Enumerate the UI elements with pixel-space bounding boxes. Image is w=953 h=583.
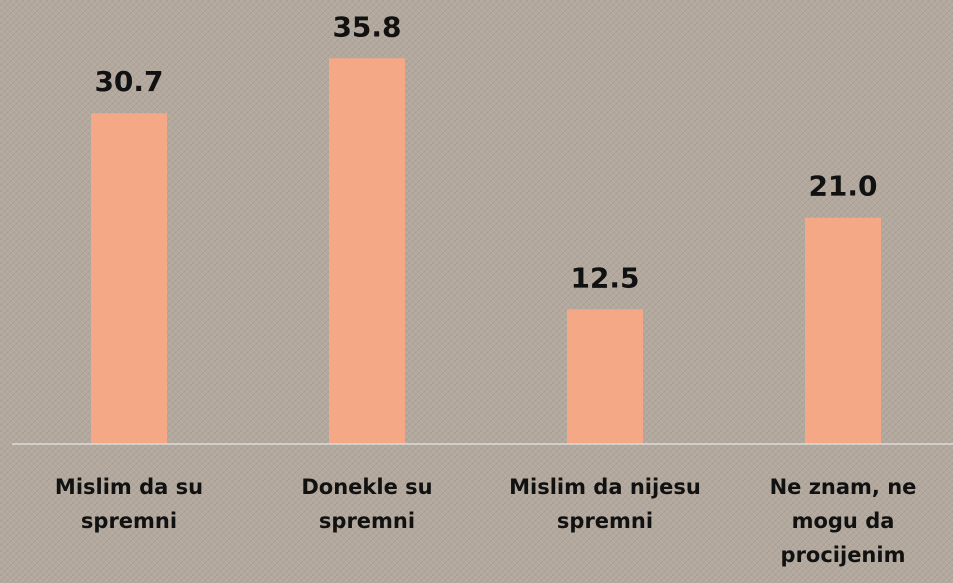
data-label: 30.7 <box>94 65 163 98</box>
x-tick-label: Ne znam, ne mogu da procijenim <box>769 475 917 567</box>
data-label: 35.8 <box>332 10 401 43</box>
x-tick-label: Mislim da su spremni <box>54 475 204 533</box>
data-label: 12.5 <box>570 261 639 294</box>
bar <box>329 58 405 444</box>
bar <box>567 309 643 444</box>
bar <box>805 217 881 444</box>
bar <box>91 113 167 445</box>
data-label: 21.0 <box>808 170 877 203</box>
x-tick-label: Mislim da nijesu spremni <box>509 475 701 533</box>
x-tick-label: Donekle su spremni <box>301 475 433 533</box>
